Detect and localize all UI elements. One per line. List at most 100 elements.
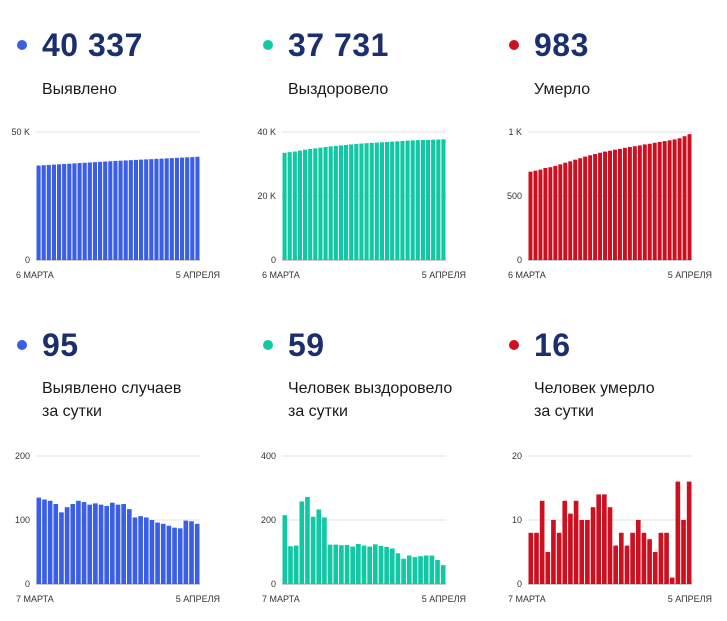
x-tick-label: 5 АПРЕЛЯ	[422, 594, 466, 604]
bar	[159, 158, 164, 260]
bar	[72, 163, 77, 260]
daily-recovered-chart: 0 200 400 7 МАРТА 5 АПРЕЛЯ	[261, 451, 466, 604]
x-tick-label: 5 АПРЕЛЯ	[668, 270, 712, 280]
bar	[282, 515, 288, 584]
bar	[169, 158, 174, 260]
panel-daily-recovered: 59 Человек выздоровело за сутки 0 200 400 7…	[246, 320, 486, 620]
bar	[429, 555, 435, 584]
daily-deaths-value: 16	[534, 327, 571, 363]
bar	[87, 162, 92, 260]
x-tick-label: 6 МАРТА	[262, 270, 300, 280]
bar	[603, 151, 608, 260]
detected-label: Выявлено	[42, 81, 117, 98]
bar	[426, 139, 431, 260]
bar	[160, 523, 166, 584]
bar	[121, 504, 126, 584]
bar	[596, 494, 602, 584]
bar	[390, 141, 395, 260]
bar	[115, 504, 121, 584]
bar	[652, 142, 657, 260]
bar	[395, 553, 401, 584]
bar	[534, 532, 539, 584]
bullet-icon	[17, 340, 27, 350]
bar	[172, 527, 177, 584]
bar	[686, 481, 692, 584]
y-tick-label: 100	[15, 515, 30, 525]
bar	[622, 147, 627, 260]
bar	[389, 548, 395, 584]
bar	[93, 503, 98, 584]
bullet-icon	[17, 40, 27, 50]
bar	[177, 528, 183, 584]
bar	[174, 157, 180, 260]
bar	[110, 502, 115, 584]
bar	[562, 500, 568, 584]
bar	[400, 140, 405, 260]
bar	[318, 147, 323, 260]
bar	[568, 161, 573, 260]
bar	[155, 522, 160, 584]
daily-deaths-chart: 0 10 20 7 МАРТА 5 АПРЕЛЯ	[508, 451, 712, 604]
bar	[313, 148, 318, 260]
bar	[598, 152, 603, 260]
bar	[359, 143, 364, 260]
bar	[103, 161, 108, 260]
x-tick-label: 5 АПРЕЛЯ	[176, 594, 220, 604]
x-tick-label: 5 АПРЕЛЯ	[422, 270, 466, 280]
detected-chart: 0 50 K 6 МАРТА 5 АПРЕЛЯ	[11, 127, 220, 280]
bar	[632, 146, 637, 260]
bar	[647, 143, 652, 260]
bar	[36, 497, 42, 584]
y-tick-label: 50 K	[11, 127, 30, 137]
panel-deaths: 983 Умерло 0 500 1 K 6 МАРТА 5 АПРЕЛЯ	[492, 0, 727, 300]
bar	[583, 156, 588, 260]
daily-deaths-label-line1: Человек умерло	[534, 380, 655, 397]
bar	[310, 516, 316, 584]
bar	[108, 161, 113, 260]
bar	[545, 552, 551, 584]
bar	[687, 134, 692, 260]
bar	[183, 520, 189, 584]
bar	[401, 558, 406, 584]
bar	[667, 140, 672, 260]
x-tick-label: 7 МАРТА	[16, 594, 54, 604]
bar	[578, 158, 583, 260]
bar	[77, 163, 82, 260]
bar	[195, 156, 200, 260]
bar	[652, 552, 658, 584]
bar	[435, 560, 440, 584]
y-tick-label: 200	[261, 515, 276, 525]
daily-deaths-label-line2: за сутки	[534, 403, 594, 420]
bar	[418, 556, 423, 584]
bar	[81, 502, 87, 584]
bar	[617, 148, 622, 260]
bar	[113, 160, 118, 260]
bar	[118, 160, 123, 260]
x-tick-label: 5 АПРЕЛЯ	[668, 594, 712, 604]
bar	[62, 164, 67, 260]
y-tick-label: 40 K	[257, 127, 276, 137]
bar	[70, 504, 76, 584]
bar	[410, 140, 415, 260]
bar	[573, 159, 578, 260]
bar	[154, 158, 159, 260]
bar	[613, 545, 618, 584]
x-tick-label: 6 МАРТА	[16, 270, 54, 280]
bar	[556, 532, 562, 584]
bar	[333, 145, 338, 260]
bar	[344, 144, 349, 260]
x-tick-label: 7 МАРТА	[508, 594, 546, 604]
bar	[144, 159, 149, 260]
bar	[588, 155, 593, 260]
bar	[681, 520, 686, 584]
bar	[385, 141, 390, 260]
bar	[47, 500, 53, 584]
bar	[436, 139, 441, 260]
detected-total: 40 337	[42, 27, 143, 63]
bar	[441, 139, 446, 260]
bar	[41, 165, 46, 260]
bar	[677, 138, 682, 260]
bar	[333, 544, 339, 584]
bullet-icon	[263, 340, 273, 350]
bar	[543, 167, 548, 260]
